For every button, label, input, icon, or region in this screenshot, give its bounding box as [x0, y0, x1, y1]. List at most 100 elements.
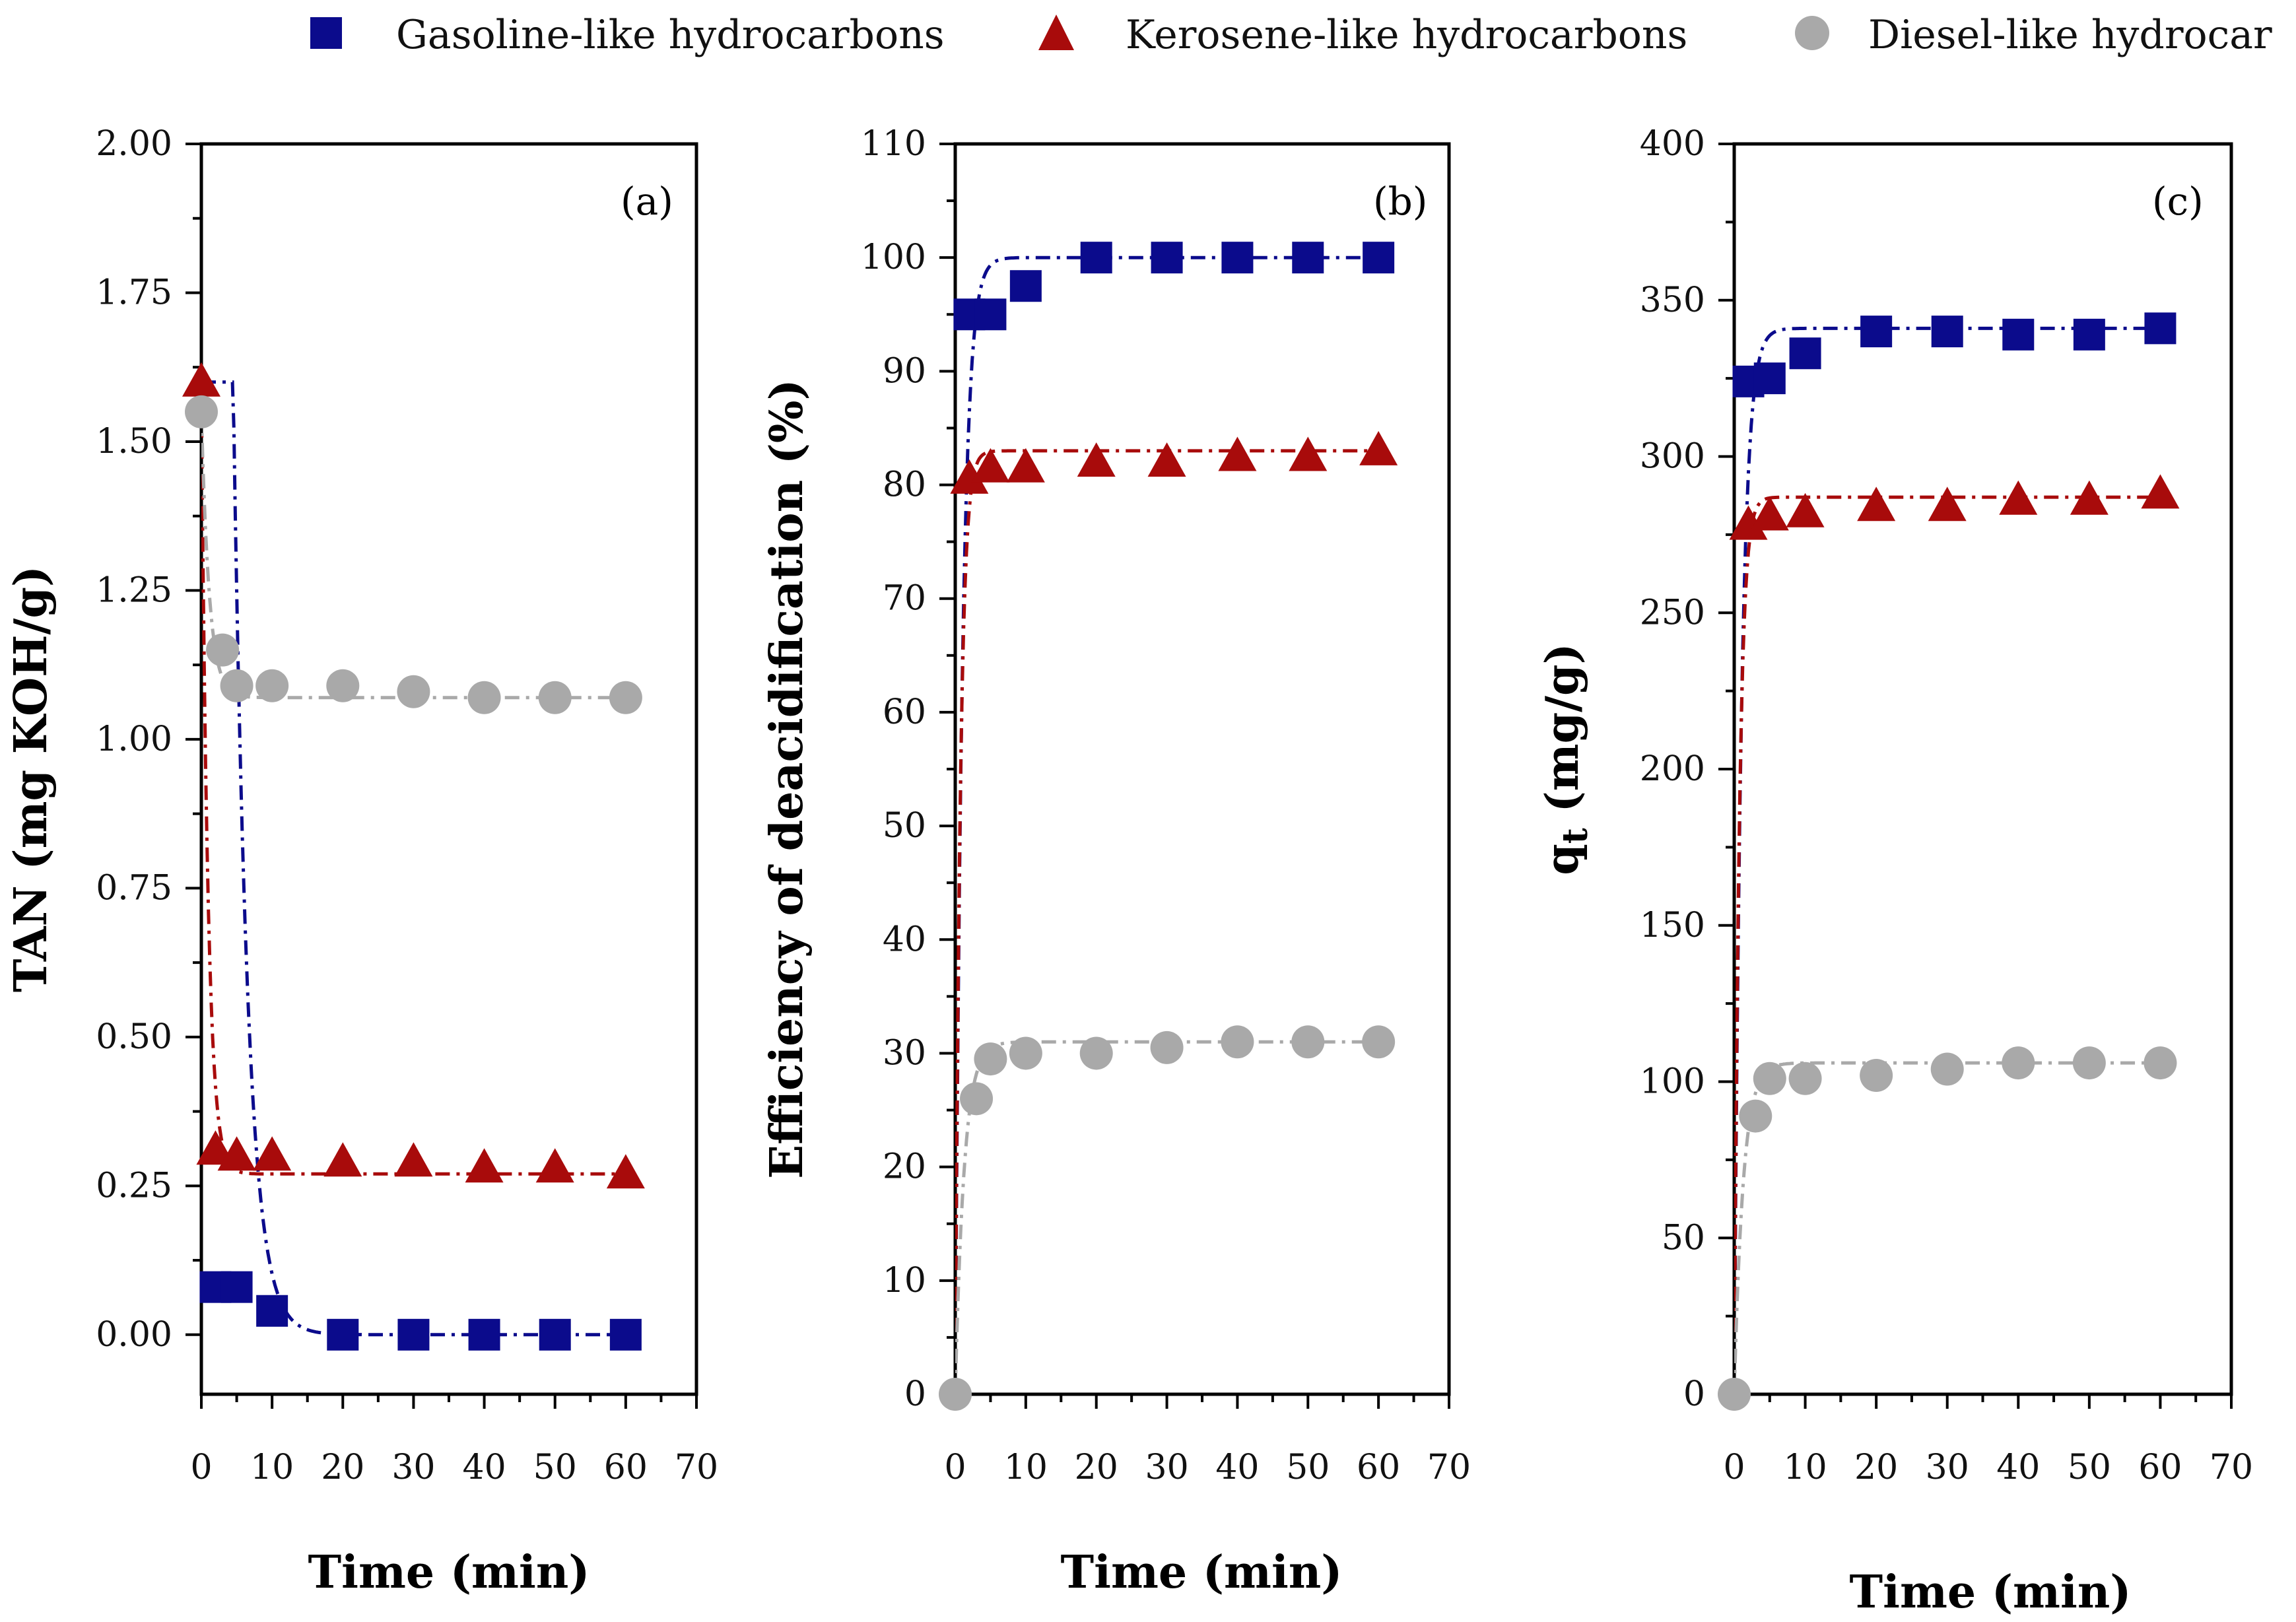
panel-a-kerosene-point: [465, 1148, 504, 1183]
legend-kerosene-label: Kerosene-like hydrocarbons: [1126, 12, 1687, 58]
panel-a-y-tick-label: 0.00: [96, 1315, 172, 1355]
panel-b-y-tick-label: 10: [883, 1261, 926, 1301]
panel-b-y-tick-label: 40: [883, 920, 926, 959]
panel-a-y-axis-title: TAN (mg KOH/g): [5, 566, 57, 992]
panel-a-diesel-point: [467, 681, 501, 714]
panel-b-x-tick-label: 0: [944, 1448, 966, 1487]
panel-b-kerosene-point: [1077, 442, 1116, 477]
panel-c-kerosene-point: [1786, 492, 1825, 527]
panel-b-diesel-point: [960, 1082, 994, 1116]
panel-b-y-tick-label: 110: [861, 124, 926, 164]
panel-c-y-tick-label: 350: [1640, 281, 1705, 320]
panel-a-gasoline-point: [220, 1271, 253, 1303]
panel-b-kerosene-point: [1006, 448, 1045, 483]
panel-c-kerosene-point: [1857, 487, 1896, 522]
panel-c-kerosene-point: [1999, 480, 2038, 515]
panel-b-x-tick-label: 20: [1075, 1448, 1118, 1487]
panel-c-diesel-point: [1753, 1062, 1786, 1095]
legend-diesel-marker: [1795, 16, 1829, 50]
panel-a-diesel-point: [609, 681, 642, 714]
panel-b-x-axis-title: Time (min): [1061, 1546, 1343, 1599]
plots: 0 10 20 30 40 50 60 70 0.00 0.25 0.50 0.75 1.00 1.25 1…: [96, 124, 2253, 1487]
panel-c-y-tick-label: 250: [1640, 593, 1705, 632]
panel-b-kerosene-point: [1147, 442, 1186, 477]
panel-a-x-tick-label: 40: [462, 1448, 506, 1487]
panel-a-gasoline-point: [397, 1318, 430, 1351]
panel-a-kerosene-point: [182, 362, 220, 397]
panel-a-gasoline-point: [609, 1318, 642, 1351]
panel-c-diesel-point: [1718, 1378, 1751, 1411]
panel-c-y-tick-label: 150: [1640, 906, 1705, 945]
panel-b-gasoline-point: [1151, 242, 1183, 274]
panel-a-y-tick-label: 1.50: [96, 422, 172, 461]
panel-b-gasoline-point: [974, 298, 1007, 331]
panel-a-x-tick-label: 10: [250, 1448, 294, 1487]
panel-c-y-axis-title-units: (mg/g): [1536, 643, 1589, 828]
panel-c-diesel-point: [1788, 1062, 1822, 1095]
panel-c-x-tick-label: 0: [1723, 1448, 1745, 1487]
panel-b-y-axis-title: Efficiency of deacidification (%): [760, 379, 813, 1178]
panel-a-kerosene-point: [323, 1142, 362, 1177]
panel-b-y-tick-label: 30: [883, 1033, 926, 1073]
panel-c-gasoline-point: [1931, 316, 1963, 348]
panel-a: (a) Time (min) TAN (mg KOH/g): [5, 179, 673, 1599]
panel-b-diesel-point: [1291, 1025, 1325, 1059]
panel-b-kerosene-point: [1359, 430, 1398, 465]
panel-a-diesel-point: [397, 675, 430, 708]
panel-a-gasoline-point: [327, 1318, 359, 1351]
panel-b-y-tick-label: 80: [883, 465, 926, 505]
panel-c-y-tick-label: 300: [1640, 437, 1705, 477]
panel-a-x-tick-label: 50: [533, 1448, 577, 1487]
panel-c-y-tick-label: 200: [1640, 749, 1705, 789]
legend-kerosene-marker: [1038, 15, 1074, 50]
panel-a-kerosene-point: [196, 1130, 235, 1165]
panel-b-y-tick-label: 90: [883, 351, 926, 391]
panel-a-x-axis-title: Time (min): [308, 1546, 590, 1599]
panel-a-diesel-point: [220, 669, 253, 702]
panel-b-x-tick-label: 10: [1004, 1448, 1048, 1487]
panel-b-gasoline-point: [1292, 242, 1324, 274]
panel-b-x-tick-label: 40: [1215, 1448, 1259, 1487]
panel-c-diesel-point: [2144, 1046, 2177, 1080]
panel-c: (c) Time (min) qt (mg/g): [1536, 179, 2204, 1619]
panel-c-x-tick-label: 50: [2068, 1448, 2111, 1487]
panel-c-gasoline-point: [2144, 312, 2177, 345]
panel-a-y-tick-label: 1.00: [96, 720, 172, 759]
panel-b-kerosene-point: [1289, 436, 1328, 471]
panel-b-x-tick-label: 50: [1286, 1448, 1330, 1487]
panel-c-x-tick-label: 60: [2138, 1448, 2182, 1487]
panel-a-gasoline-point: [468, 1318, 500, 1351]
panel-c-kerosene-point: [1750, 496, 1789, 531]
panel-c-y-tick-label: 0: [1683, 1374, 1705, 1414]
panel-c-gasoline-point: [1860, 316, 1893, 348]
panel-c-x-axis-title: Time (min): [1850, 1566, 2132, 1619]
panel-b-y-tick-label: 0: [904, 1374, 926, 1414]
panel-a-plot-area: 0 10 20 30 40 50 60 70 0.00 0.25 0.50 0.75 1.00 1.25 1…: [96, 124, 718, 1487]
panel-b-diesel-point: [1221, 1025, 1254, 1059]
panel-c-x-tick-label: 30: [1926, 1448, 1969, 1487]
panel-c-plot-area: 0 10 20 30 40 50 60 70 0 50 100 150 200 250 300 350 400: [1640, 124, 2253, 1487]
panel-b-kerosene-point: [1218, 436, 1257, 471]
panel-c-kerosene-point: [2070, 480, 2109, 515]
panel-b-y-tick-label: 100: [861, 238, 926, 277]
panel-c-y-tick-label: 100: [1640, 1062, 1705, 1102]
panel-c-x-tick-label: 20: [1854, 1448, 1898, 1487]
panel-b: (b) Time (min) Efficiency of deacidifica…: [760, 179, 1427, 1599]
legend-gasoline-marker: [310, 17, 342, 49]
panel-c-y-axis-title-subscript: t: [1555, 828, 1596, 844]
panel-c-x-tick-label: 10: [1783, 1448, 1827, 1487]
panel-a-x-tick-label: 20: [321, 1448, 364, 1487]
panel-c-gasoline-point: [1753, 362, 1786, 395]
panel-b-gasoline-point: [1009, 270, 1042, 302]
panel-a-diesel-point: [326, 669, 360, 702]
panel-a-y-tick-label: 2.00: [96, 124, 172, 164]
panel-a-diesel-point: [538, 681, 572, 714]
panel-c-y-tick-label: 400: [1640, 124, 1705, 164]
panel-c-x-tick-label: 70: [2210, 1448, 2253, 1487]
panel-a-kerosene-point: [535, 1148, 574, 1183]
panel-b-y-tick-label: 60: [883, 693, 926, 732]
panel-b-diesel-point: [1079, 1036, 1113, 1070]
panel-b-gasoline-point: [1363, 242, 1395, 274]
